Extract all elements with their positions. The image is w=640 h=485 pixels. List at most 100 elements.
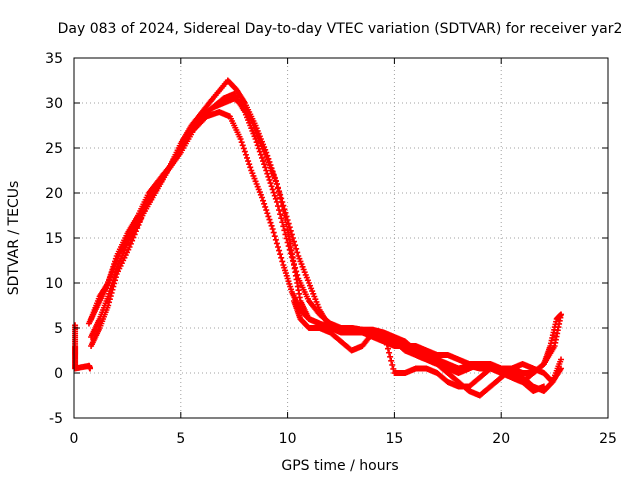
data-point-interp [285,220,292,227]
data-point-interp [268,183,275,190]
data-point-interp [266,158,273,165]
data-point-interp [270,171,277,178]
data-point-interp [269,168,276,175]
data-point-interp [276,188,283,195]
data-point-interp [286,224,293,231]
data-point-interp [384,345,391,352]
data-point [540,383,547,390]
data-point-interp [245,158,252,165]
data-point-interp [277,251,284,258]
y-tick-label: 10 [45,276,63,292]
data-point-interp [286,246,293,253]
y-axis-label: SDTVAR / TECUs [6,181,22,296]
x-axis-label: GPS time / hours [281,458,398,474]
data-point-interp [389,361,396,368]
series-track-a [88,95,565,376]
chart-title: Day 083 of 2024, Sidereal Day-to-day VTE… [58,21,623,37]
data-point-interp [254,142,261,149]
data-point-interp [270,189,277,196]
data-point-interp [265,213,272,220]
data-point-interp [292,242,299,249]
data-point-interp [387,353,394,360]
data-point-interp [255,145,262,152]
y-tick-label: 0 [54,366,63,382]
data-point-interp [382,337,389,344]
data-points [72,77,565,399]
y-tick-label: 5 [54,321,63,337]
data-point-interp [274,203,281,210]
data-point-interp [247,164,254,171]
data-point [252,136,259,142]
y-tick-label: 15 [45,231,63,247]
data-point-interp [386,349,393,356]
data-point-interp [277,211,284,218]
data-point-interp [273,240,280,247]
data-point-interp [264,170,271,177]
data-point-interp [267,162,274,169]
data-point-interp [279,199,286,205]
data-point-interp [390,365,397,372]
data-point-interp [257,151,264,158]
data-point-interp [281,206,288,213]
data-point-interp [271,192,278,199]
data-point-interp [276,247,283,254]
data-point-interp [279,258,286,265]
data-point-interp [280,223,287,230]
data-point-interp [383,341,390,348]
data-point [284,239,291,246]
data-point-interp [241,148,248,155]
data-point-interp [268,165,275,172]
data-point [558,356,565,363]
data-point [380,329,387,336]
data-point-interp [278,195,285,202]
data-point-interp [272,195,279,202]
data-point-interp [294,249,301,256]
series-track-d [88,91,565,399]
x-tick-label: 25 [599,431,617,447]
data-point-interp [260,158,267,165]
x-tick-label: 20 [492,431,510,447]
data-point-interp [266,176,273,183]
y-tick-label: -5 [49,411,63,427]
data-point-interp [281,227,288,234]
data-point [558,311,565,318]
data-point-interp [238,139,245,146]
y-tick-label: 35 [45,51,63,67]
data-point-interp [279,219,286,226]
axis-ticks: 0 5 10 15 20 25 -5 0 5 10 15 20 25 30 35 [45,51,617,447]
data-point [269,226,276,232]
data-point-interp [256,148,263,155]
data-point-interp [262,164,269,171]
data-point-interp [271,233,278,240]
data-point-interp [291,261,298,268]
data-point-interp [264,210,271,217]
data-point-interp [276,207,283,214]
data-point-interp [262,203,269,210]
data-point-interp [263,207,270,214]
data-point-interp [267,219,274,226]
data-point-interp [246,161,253,168]
series-outliers [72,322,94,372]
x-tick-label: 5 [176,431,185,447]
data-point [263,167,270,174]
y-tick-label: 20 [45,186,63,202]
data-point-interp [282,231,289,238]
data-point-interp [285,243,292,250]
data-point-interp [240,145,247,152]
data-point-interp [288,231,295,238]
series-track-c [88,109,565,394]
data-point-interp [277,191,284,198]
data-point-interp [289,235,296,241]
y-tick-label: 30 [45,96,63,112]
data-point-interp [244,154,251,161]
y-tick-label: 25 [45,141,63,157]
data-point-interp [388,357,395,364]
data-point-interp [274,244,281,250]
data-point-interp [381,333,388,340]
data-point-interp [282,209,289,216]
data-point-interp [239,142,246,149]
data-point-interp [288,253,295,260]
data-point [87,365,94,372]
